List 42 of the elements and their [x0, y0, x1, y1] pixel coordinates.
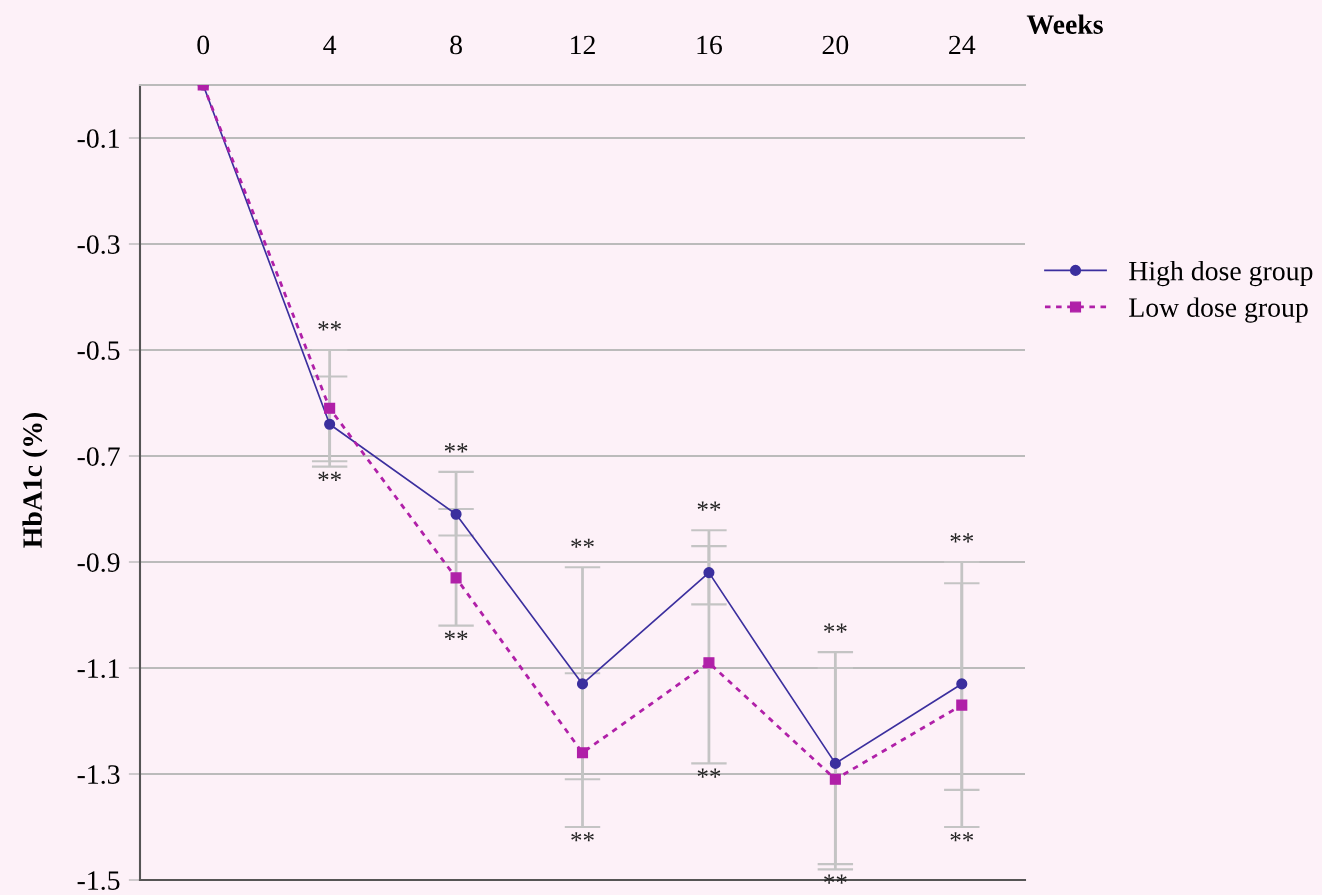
- annotation: **: [571, 832, 594, 842]
- point: [956, 699, 968, 711]
- annotation: **: [697, 501, 721, 511]
- point: [703, 567, 715, 579]
- y-tick-label: -0.1: [77, 129, 119, 149]
- y-axis-title: HbA1c (%): [22, 412, 48, 548]
- point: [576, 747, 589, 759]
- y-tick-label: -0.3: [77, 235, 120, 255]
- x-tick-label: 24: [949, 35, 976, 55]
- legend-label: Low dose group: [1129, 297, 1308, 323]
- annotation: **: [571, 538, 594, 548]
- point: [576, 678, 589, 690]
- annotation: **: [950, 533, 974, 543]
- annotation: **: [318, 321, 341, 331]
- x-tick-label: 4: [323, 35, 337, 55]
- y-tick-label: -0.5: [77, 341, 120, 361]
- point: [324, 418, 336, 430]
- legend-label: High dose group: [1129, 260, 1313, 287]
- annotation: **: [318, 471, 341, 481]
- annotation: **: [444, 630, 468, 640]
- point: [324, 402, 336, 414]
- x-tick-label: 8: [450, 35, 462, 55]
- annotation: **: [824, 623, 847, 633]
- point: [450, 572, 462, 584]
- annotation: **: [697, 768, 721, 778]
- annotation: **: [950, 832, 974, 842]
- y-tick-label: -1.3: [77, 765, 120, 785]
- x-axis-title: Weeks: [1026, 14, 1103, 35]
- x-tick-label: 20: [822, 35, 849, 55]
- point: [829, 757, 841, 769]
- x-tick-label: 0: [197, 35, 210, 55]
- point: [450, 508, 462, 520]
- x-tick-label: 16: [697, 35, 722, 55]
- y-tick-label: -1.5: [77, 871, 120, 891]
- y-tick-label: -0.7: [77, 447, 120, 467]
- x-tick-label: 12: [571, 35, 595, 55]
- annotation: **: [444, 443, 468, 453]
- point: [703, 657, 715, 669]
- y-tick-label: -0.9: [77, 553, 120, 573]
- point: [829, 773, 841, 785]
- point: [956, 678, 968, 690]
- y-tick-label: -1.1: [77, 659, 119, 679]
